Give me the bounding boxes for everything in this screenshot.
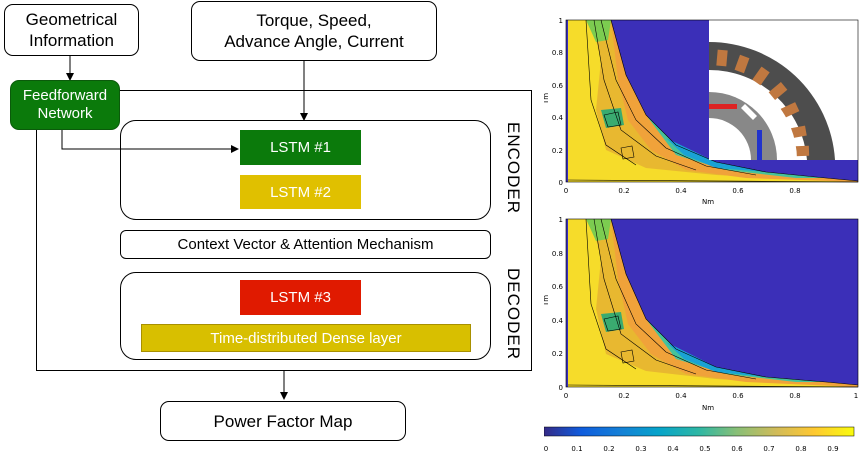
svg-text:0.8: 0.8: [789, 187, 800, 195]
bottom-x-ticks: 0 0.2 0.4 0.6 0.8 1: [564, 392, 858, 400]
svg-text:0: 0: [564, 187, 568, 195]
top-x-ticks: 0 0.2 0.4 0.6 0.8: [564, 187, 801, 195]
svg-text:0.6: 0.6: [552, 283, 564, 291]
svg-text:0.2: 0.2: [603, 445, 614, 453]
svg-text:0.7: 0.7: [763, 445, 774, 453]
svg-text:0.4: 0.4: [552, 317, 564, 325]
arrow-ffn-to-lstm1: [61, 130, 239, 153]
lstm-2-box: LSTM #2: [240, 175, 361, 209]
svg-text:1: 1: [854, 392, 858, 400]
svg-text:0.4: 0.4: [675, 187, 687, 195]
svg-text:0.6: 0.6: [731, 445, 743, 453]
encoder-box: [120, 120, 491, 220]
lstm-1-box: LSTM #1: [240, 130, 361, 165]
top-xlabel: Nm: [702, 198, 714, 206]
geometry-input-box: Geometrical Information: [4, 4, 139, 56]
svg-text:0.8: 0.8: [789, 392, 800, 400]
power-factor-plots: 1 0.8 0.6 0.4 0.2 0 Tm 0 0.2 0.4 0.6 0.8…: [544, 17, 859, 453]
bottom-xlabel: Nm: [702, 404, 714, 412]
svg-text:0.3: 0.3: [635, 445, 646, 453]
top-ytick-1: 1: [559, 17, 563, 25]
decoder-box: [120, 272, 491, 360]
svg-text:0.2: 0.2: [618, 187, 629, 195]
svg-text:0.1: 0.1: [571, 445, 582, 453]
top-ytick-06: 0.6: [552, 82, 564, 90]
svg-text:0.4: 0.4: [667, 445, 679, 453]
top-ytick-04: 0.4: [552, 114, 564, 122]
lstm-3-box: LSTM #3: [240, 280, 361, 315]
model-frame: [36, 90, 532, 371]
svg-text:1: 1: [559, 216, 563, 224]
top-ytick-0: 0: [559, 179, 563, 187]
top-plot-region: [568, 20, 858, 182]
svg-text:0.8: 0.8: [552, 250, 563, 258]
power-factor-map-box: Power Factor Map: [160, 401, 406, 441]
operating-input-box: Torque, Speed, Advance Angle, Current: [191, 1, 437, 61]
top-ytick-08: 0.8: [552, 49, 563, 57]
svg-text:0: 0: [544, 445, 548, 453]
svg-text:0.6: 0.6: [732, 187, 744, 195]
bottom-ylabel: Tm: [544, 295, 550, 307]
colorbar: [544, 426, 855, 437]
top-plot: [565, 19, 859, 183]
svg-text:0.8: 0.8: [795, 445, 806, 453]
svg-text:0.2: 0.2: [552, 350, 563, 358]
svg-text:0.2: 0.2: [618, 392, 629, 400]
motor-inset: [709, 20, 858, 161]
bottom-y-ticks: 1 0.8 0.6 0.4 0.2 0: [552, 216, 564, 392]
top-ylabel: Tm: [544, 93, 550, 105]
svg-text:0.9: 0.9: [827, 445, 838, 453]
top-y-ticks: 1 0.8 0.6 0.4 0.2 0: [552, 17, 564, 187]
svg-text:0.6: 0.6: [732, 392, 744, 400]
svg-text:0: 0: [559, 384, 563, 392]
decoder-label: DECODER: [504, 268, 523, 361]
dense-layer-box: Time-distributed Dense layer: [141, 324, 471, 352]
feedforward-network-box: Feedforward Network: [10, 80, 120, 130]
svg-text:0.4: 0.4: [675, 392, 687, 400]
bottom-plot: [565, 218, 859, 388]
colorbar-ticks: 0 0.1 0.2 0.3 0.4 0.5 0.6 0.7 0.8 0.9: [544, 445, 839, 453]
context-attention-box: Context Vector & Attention Mechanism: [120, 230, 491, 259]
svg-text:0.5: 0.5: [699, 445, 710, 453]
encoder-label: ENCODER: [504, 122, 523, 215]
top-ytick-02: 0.2: [552, 147, 563, 155]
svg-text:0: 0: [564, 392, 568, 400]
